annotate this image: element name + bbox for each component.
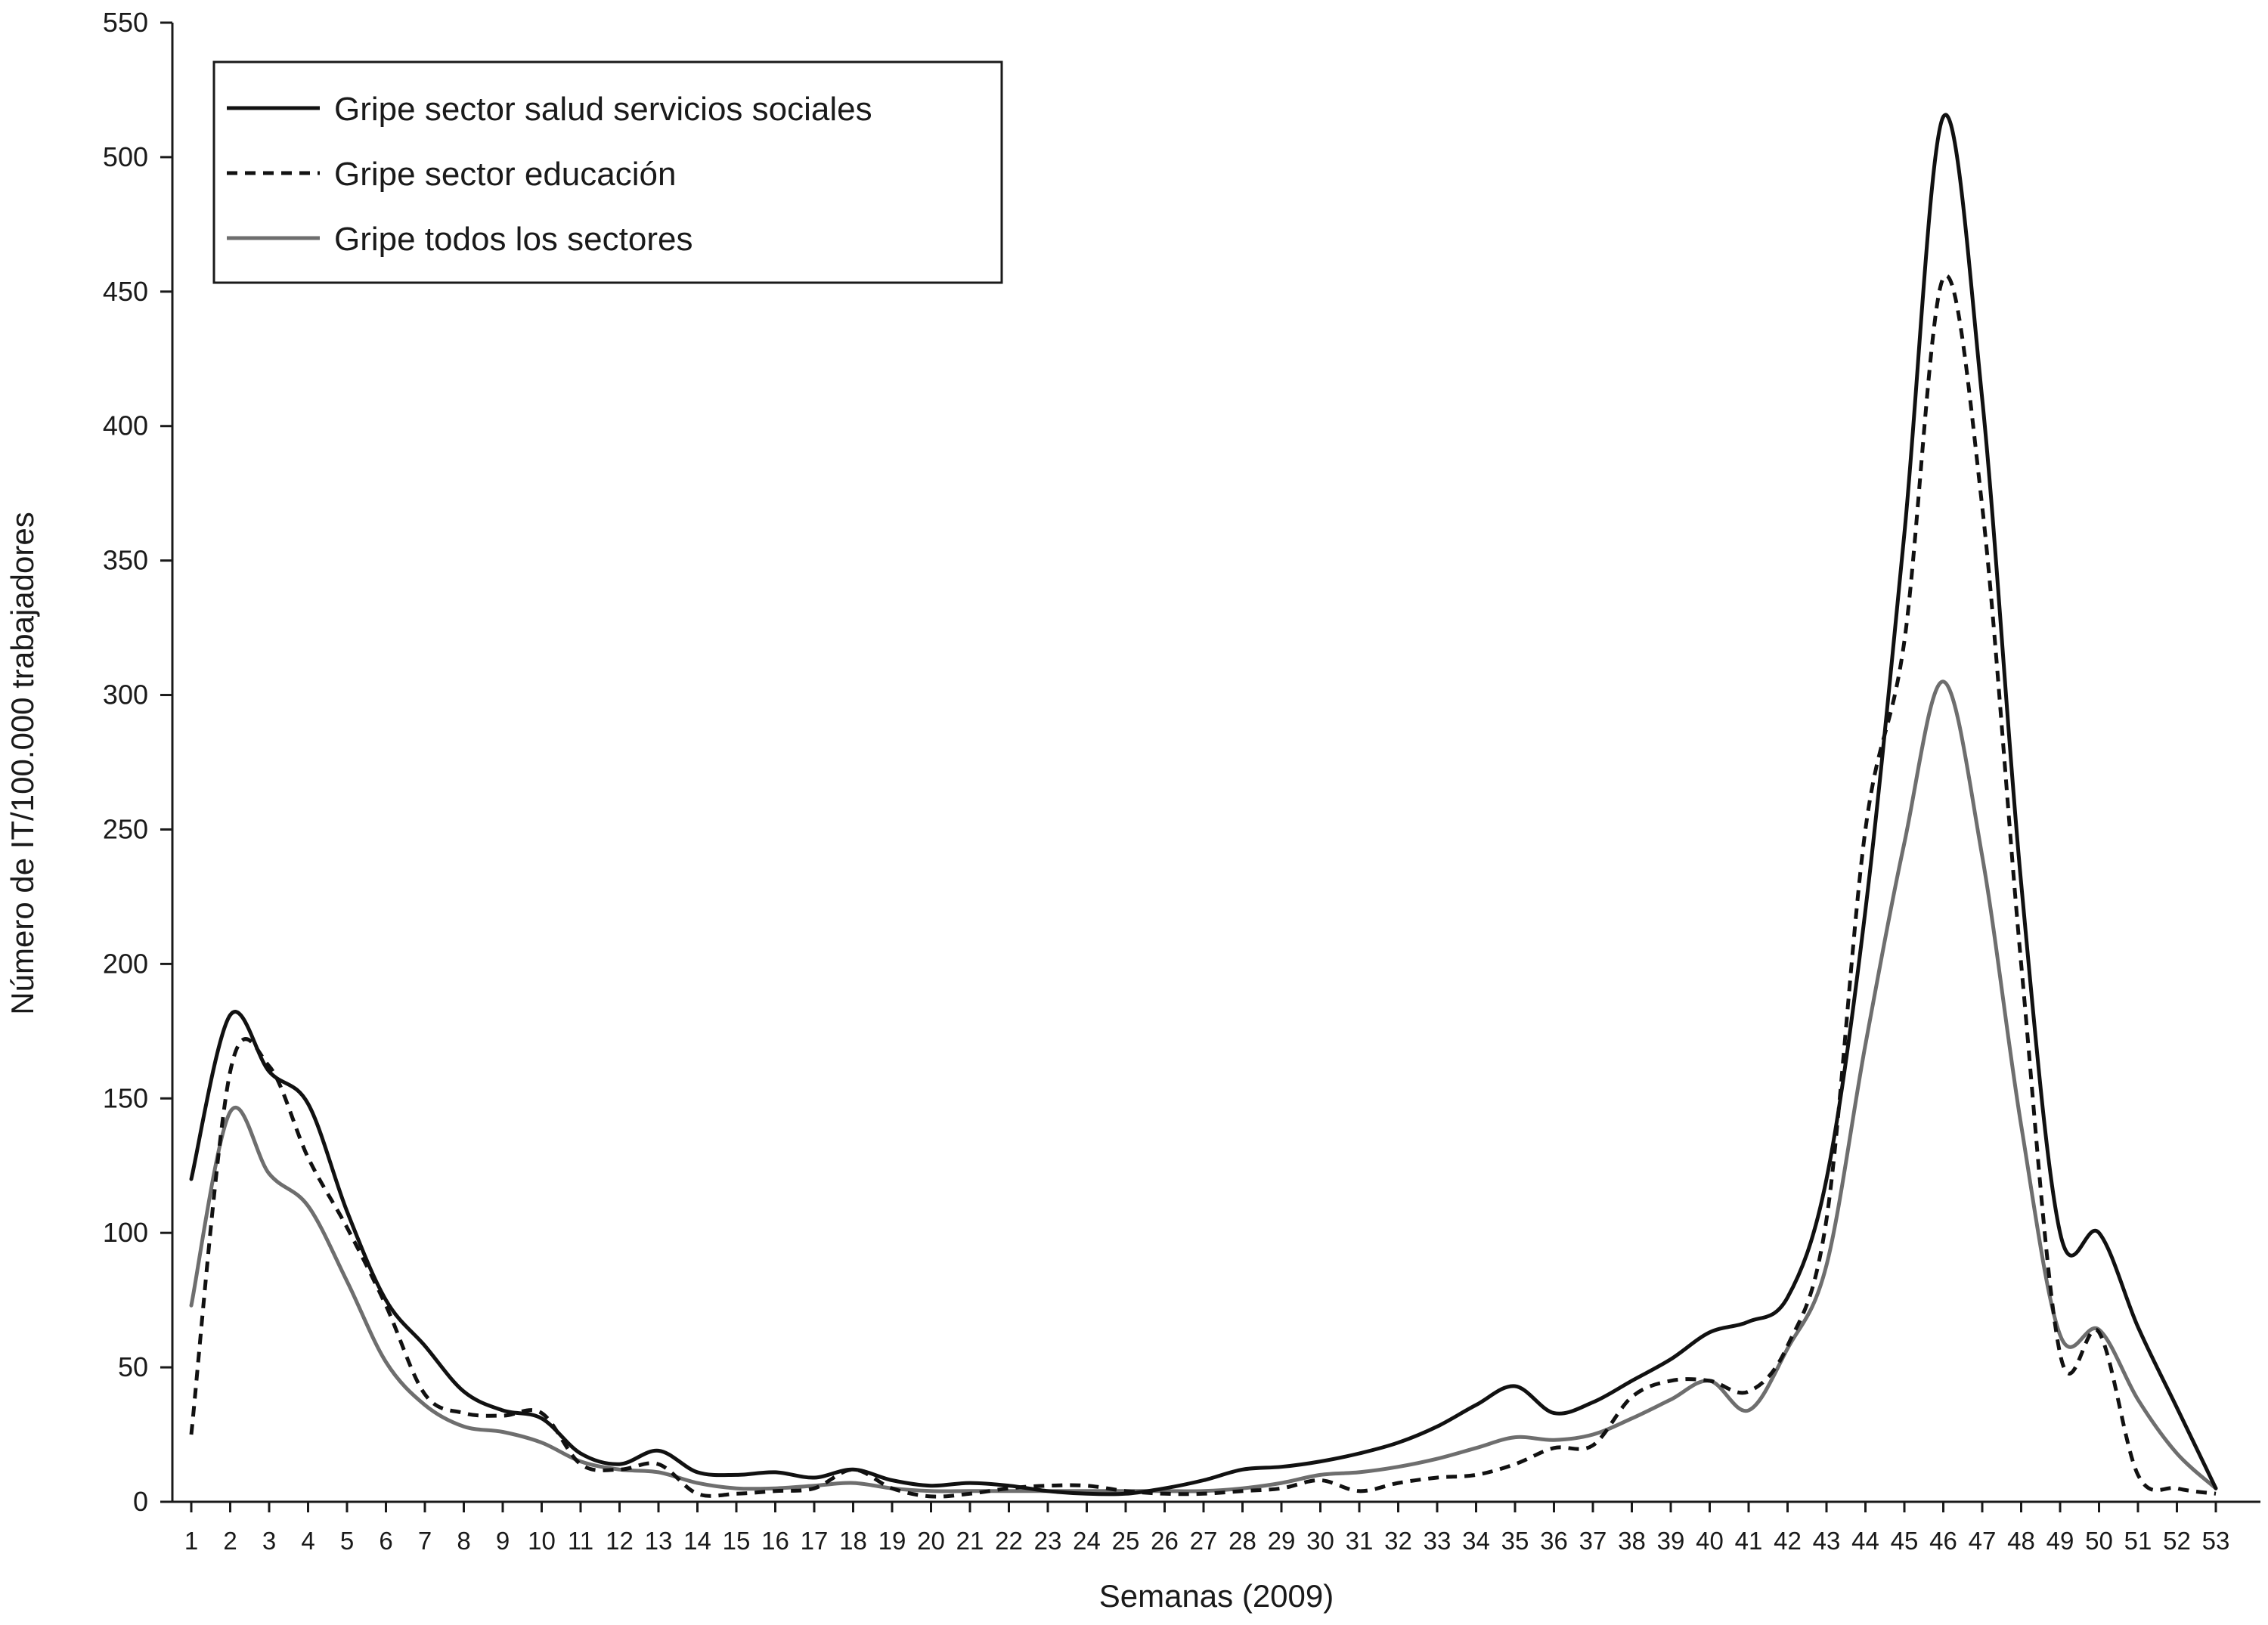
y-tick-label: 200 — [103, 948, 148, 979]
series-line-salud — [189, 113, 2218, 1497]
x-tick-label: 36 — [1540, 1527, 1568, 1555]
x-tick-label: 10 — [528, 1527, 556, 1555]
x-tick-label: 23 — [1034, 1527, 1062, 1555]
x-tick-label: 29 — [1268, 1527, 1296, 1555]
x-tick-label: 47 — [1969, 1527, 1997, 1555]
plot-lines — [189, 113, 2218, 1499]
y-tick-label: 250 — [103, 813, 148, 844]
x-tick-label: 32 — [1384, 1527, 1412, 1555]
x-tick-label: 17 — [801, 1527, 829, 1555]
x-tick-label: 1 — [184, 1527, 198, 1555]
x-tick-label: 50 — [2085, 1527, 2113, 1555]
x-tick-label: 7 — [418, 1527, 432, 1555]
x-tick-label: 37 — [1579, 1527, 1607, 1555]
x-tick-label: 39 — [1657, 1527, 1685, 1555]
x-tick-label: 6 — [379, 1527, 392, 1555]
x-tick-label: 8 — [457, 1527, 470, 1555]
x-tick-label: 52 — [2163, 1527, 2191, 1555]
x-tick-label: 25 — [1112, 1527, 1140, 1555]
legend-box — [212, 60, 1003, 284]
y-axis-title: Número de IT/100.000 trabajadores — [5, 512, 40, 1014]
x-tick-label: 53 — [2202, 1527, 2230, 1555]
x-tick-label: 14 — [683, 1527, 711, 1555]
x-tick-label: 19 — [878, 1527, 906, 1555]
legend-label-todos: Gripe todos los sectores — [334, 221, 692, 258]
x-tick-label: 22 — [995, 1527, 1023, 1555]
y-tick-label: 450 — [103, 276, 148, 307]
x-tick-label: 20 — [917, 1527, 945, 1555]
x-tick-label: 21 — [956, 1527, 984, 1555]
x-tick-label: 43 — [1813, 1527, 1841, 1555]
x-tick-label: 15 — [723, 1527, 751, 1555]
x-tick-label: 42 — [1774, 1527, 1802, 1555]
x-ticks: 1 2 3 4 5 6 7 8 9 10 11 12 13 14 15 16 17 18 19 20 21 22 23 24 2… — [184, 1502, 2230, 1555]
x-tick-label: 35 — [1501, 1527, 1529, 1555]
x-tick-label: 41 — [1735, 1527, 1763, 1555]
y-tick-label: 350 — [103, 545, 148, 576]
legend: Gripe sector salud servicios sociales Gr… — [212, 60, 1003, 284]
y-tick-label: 300 — [103, 679, 148, 710]
x-tick-label: 46 — [1929, 1527, 1957, 1555]
y-tick-label: 150 — [103, 1082, 148, 1113]
x-tick-label: 16 — [761, 1527, 789, 1555]
x-tick-label: 18 — [839, 1527, 867, 1555]
x-tick-label: 49 — [2046, 1527, 2074, 1555]
axes — [171, 23, 2260, 1503]
x-tick-label: 27 — [1190, 1527, 1218, 1555]
x-tick-label: 28 — [1228, 1527, 1256, 1555]
y-tick-label: 550 — [103, 7, 148, 38]
x-tick-label: 34 — [1462, 1527, 1490, 1555]
x-tick-label: 48 — [2007, 1527, 2035, 1555]
x-tick-label: 26 — [1151, 1527, 1179, 1555]
y-tick-label: 100 — [103, 1217, 148, 1248]
series-line-todos — [189, 679, 2218, 1493]
x-tick-label: 31 — [1346, 1527, 1374, 1555]
x-tick-label: 2 — [223, 1527, 237, 1555]
y-tick-label: 0 — [133, 1486, 148, 1517]
x-tick-label: 9 — [496, 1527, 510, 1555]
y-ticks: 0 50 100 150 200 250 300 350 400 450 500 550 — [103, 7, 172, 1517]
series-line-educacion — [189, 274, 2217, 1499]
legend-label-salud: Gripe sector salud servicios sociales — [334, 91, 872, 128]
x-tick-label: 45 — [1891, 1527, 1919, 1555]
x-tick-label: 40 — [1696, 1527, 1724, 1555]
x-tick-label: 13 — [645, 1527, 673, 1555]
x-tick-label: 24 — [1073, 1527, 1101, 1555]
x-axis-title: Semanas (2009) — [1099, 1578, 1334, 1614]
x-tick-label: 5 — [340, 1527, 354, 1555]
x-tick-label: 51 — [2124, 1527, 2152, 1555]
y-tick-label: 50 — [118, 1351, 148, 1382]
x-tick-label: 4 — [301, 1527, 314, 1555]
x-tick-label: 38 — [1618, 1527, 1646, 1555]
x-tick-label: 30 — [1306, 1527, 1334, 1555]
y-tick-label: 500 — [103, 141, 148, 172]
x-tick-label: 11 — [568, 1527, 593, 1555]
y-tick-label: 400 — [103, 410, 148, 441]
x-tick-label: 44 — [1851, 1527, 1879, 1555]
x-tick-label: 12 — [606, 1527, 634, 1555]
x-tick-label: 33 — [1424, 1527, 1452, 1555]
legend-label-educacion: Gripe sector educación — [334, 156, 676, 193]
x-tick-label: 3 — [262, 1527, 276, 1555]
